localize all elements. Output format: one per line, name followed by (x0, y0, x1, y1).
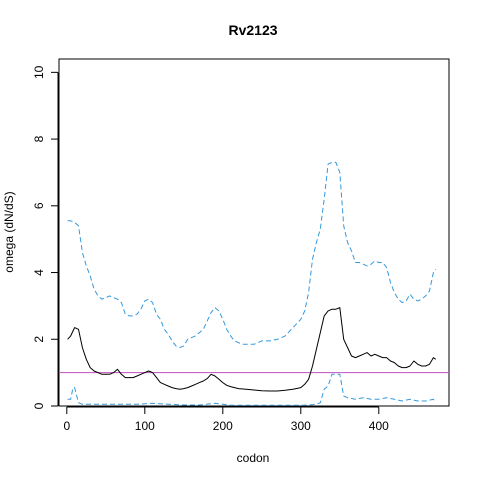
series-median-line (67, 307, 436, 392)
y-tick-label-2: 4 (32, 269, 46, 276)
series-layer (59, 161, 449, 406)
plot-frame (58, 58, 450, 407)
chart-title: Rv2123 (228, 22, 277, 38)
x-axis: 0 100 200 300 400 (63, 406, 389, 433)
y-axis: 0 2 4 6 8 10 (32, 65, 59, 409)
series-upper-line (67, 161, 437, 349)
y-tick-label-3: 6 (32, 202, 46, 209)
y-tick-label-0: 0 (32, 402, 46, 409)
y-tick-label-4: 8 (32, 135, 46, 142)
x-tick-label-1: 100 (135, 419, 155, 433)
x-tick-label-3: 300 (291, 419, 311, 433)
y-tick-label-1: 2 (32, 336, 46, 343)
x-axis-label: codon (237, 451, 270, 465)
y-tick-label-5: 10 (32, 65, 46, 79)
x-tick-label-2: 200 (213, 419, 233, 433)
series-lower-line (67, 373, 437, 406)
y-axis-label: omega (dN/dS) (2, 191, 16, 272)
x-tick-label-0: 0 (63, 419, 70, 433)
x-tick-label-4: 400 (369, 419, 389, 433)
